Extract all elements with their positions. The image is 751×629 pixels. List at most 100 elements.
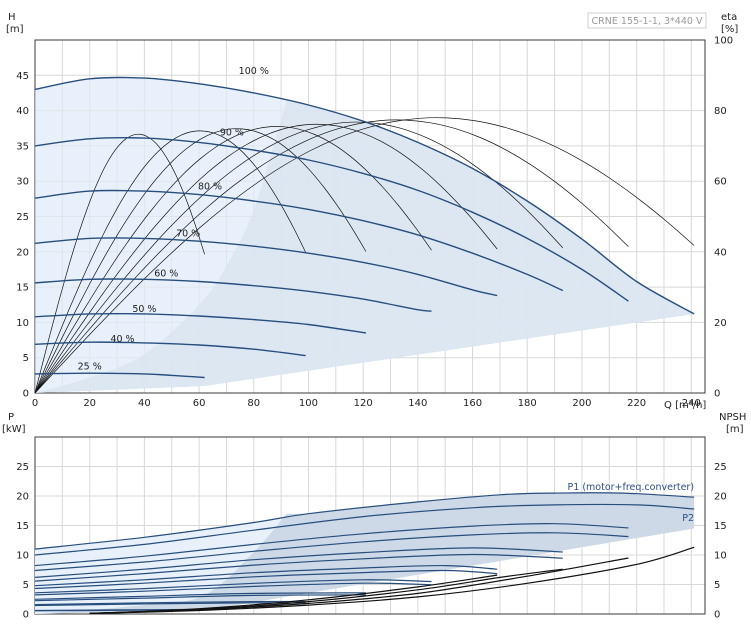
- head-curve-0: [34, 76, 695, 315]
- top-x-tick-label: 220: [627, 398, 646, 409]
- bottom-y-tick-label: 5: [23, 580, 29, 591]
- top-y-tick-label: 0: [23, 389, 29, 400]
- speed-label: 60 %: [154, 269, 178, 280]
- efficiency-curve: [34, 130, 307, 394]
- head-curve-plot: 0 5 10 15 20 25 30 35 40 45 0 20 40 60 80 100 0 20 40 60 80 1…: [16, 36, 733, 410]
- top-y-tick-label: 30: [16, 177, 29, 188]
- bottom-y-tick-label: 10: [16, 551, 29, 562]
- bottom-y2-tick-label: 5: [714, 580, 720, 591]
- top-y2-tick-label: 20: [714, 318, 727, 329]
- speed-label: 90 %: [220, 127, 244, 138]
- head-curve-4: [34, 278, 432, 312]
- top-x-tick-label: 160: [463, 398, 482, 409]
- speed-label: 100 %: [239, 66, 269, 77]
- bottom-y-tick-label: 0: [23, 610, 29, 621]
- efficiency-curve: [34, 121, 564, 394]
- x-unit: [m³/h]: [675, 400, 706, 411]
- top-y2-tick-label: 0: [714, 389, 720, 400]
- top-y-unit: [m]: [6, 24, 24, 35]
- power-curve-p2-3: [34, 553, 563, 582]
- x-title: Q: [664, 400, 672, 411]
- power-curve-7: [34, 600, 306, 606]
- head-curves: 100 % 90 % 80 % 70 % 60 % 50 % 40 % 25 %: [34, 66, 695, 379]
- top-y-title: H: [8, 12, 16, 23]
- p2-series-label: P2: [682, 513, 694, 524]
- top-x-tick-label: 100: [299, 398, 318, 409]
- top-x-tick-label: 200: [572, 398, 591, 409]
- power-curve-plot: 0 5 10 15 20 25 0 5 10 15 20 25 P1 (motor+freq.conve…: [16, 436, 727, 621]
- power-curve-3: [34, 547, 563, 578]
- bottom-y-tick-label: 15: [16, 521, 29, 532]
- speed-label: 40 %: [110, 334, 134, 345]
- head-curve-6: [34, 341, 306, 357]
- top-y2-tick-label: 100: [714, 36, 733, 47]
- npsh-curve: [89, 574, 498, 614]
- power-curve-5: [34, 579, 432, 594]
- head-curve-7: [34, 372, 205, 379]
- speed-label: 25 %: [78, 362, 102, 373]
- top-x-tick-label: 80: [247, 398, 260, 409]
- bottom-y2-title: NPSH: [719, 412, 746, 423]
- top-y-tick-label: 25: [16, 212, 29, 223]
- bottom-y-tick-label: 20: [16, 492, 29, 503]
- top-y-tick-label: 20: [16, 247, 29, 258]
- power-curve-p2-5: [34, 582, 432, 596]
- top-y2-title: eta: [721, 12, 737, 23]
- speed-label: 50 %: [132, 304, 156, 315]
- top-y-tick-label: 10: [16, 318, 29, 329]
- top-y-tick-label: 40: [16, 106, 29, 117]
- head-curve-3: [34, 237, 498, 297]
- power-curve-0: [34, 492, 695, 550]
- power-curve-p2-6: [34, 594, 366, 602]
- speed-label: 70 %: [176, 228, 200, 239]
- bottom-y2-tick-label: 25: [714, 462, 727, 473]
- top-y2-tick-label: 60: [714, 177, 727, 188]
- top-y-tick-label: 45: [16, 71, 29, 82]
- efficiency-curve: [34, 128, 367, 394]
- x-axis-title: Q [m³/h]: [664, 400, 706, 411]
- bottom-y2-tick-label: 10: [714, 551, 727, 562]
- npsh-curves: [89, 546, 695, 614]
- top-y2-tick-label: 80: [714, 106, 727, 117]
- top-x-tick-label: 0: [32, 398, 38, 409]
- p1-series-label: P1 (motor+freq.converter): [568, 482, 695, 493]
- bottom-y-tick-label: 25: [16, 462, 29, 473]
- power-curve-p2-2: [34, 532, 629, 572]
- power-curve-p2-4: [34, 569, 498, 590]
- power-curve-1: [34, 503, 695, 556]
- top-x-tick-label: 140: [408, 398, 427, 409]
- head-curve-5: [34, 312, 367, 334]
- top-x-tick-label: 120: [354, 398, 373, 409]
- bottom-y2-tick-label: 15: [714, 521, 727, 532]
- power-curves: [34, 492, 695, 612]
- top-x-tick-label: 180: [518, 398, 537, 409]
- bottom-y2-tick-label: 0: [714, 610, 720, 621]
- bottom-frame: [34, 436, 706, 615]
- power-operating-area: [35, 492, 695, 614]
- bottom-y2-unit: [m]: [726, 424, 744, 435]
- speed-label: 80 %: [198, 182, 222, 193]
- top-y-tick-label: 35: [16, 141, 29, 152]
- top-y-tick-label: 15: [16, 283, 29, 294]
- efficiency-curves: [34, 117, 695, 394]
- top-y2-tick-label: 40: [714, 247, 727, 258]
- power-curve-6: [34, 592, 366, 600]
- top-x-tick-label: 20: [83, 398, 96, 409]
- efficiency-curve: [34, 126, 432, 394]
- head-curve-1: [34, 137, 629, 302]
- top-y2-unit: [%]: [721, 24, 738, 35]
- top-y-tick-label: 5: [23, 353, 29, 364]
- bottom-y-unit: [kW]: [2, 424, 26, 435]
- efficiency-curve: [34, 123, 498, 394]
- bottom-y2-tick-label: 20: [714, 492, 727, 503]
- product-label: CRNE 155-1-1, 3*440 V: [592, 16, 703, 27]
- power-curve-2: [34, 523, 629, 567]
- top-x-tick-label: 240: [682, 398, 701, 409]
- top-x-tick-label: 40: [138, 398, 151, 409]
- bottom-y-title: P: [8, 412, 14, 423]
- head-curve-2: [34, 189, 564, 292]
- light-area-overlay: [35, 77, 695, 394]
- power-curve-4: [34, 564, 498, 587]
- efficiency-curve: [34, 133, 205, 394]
